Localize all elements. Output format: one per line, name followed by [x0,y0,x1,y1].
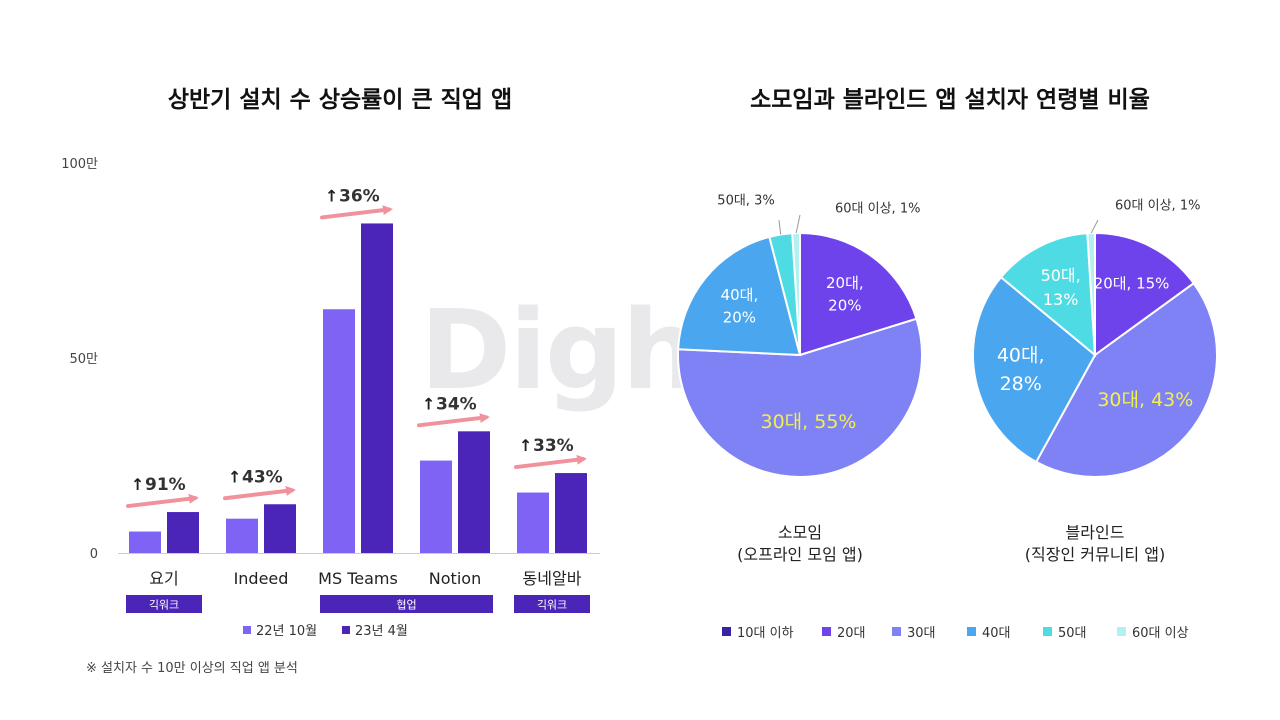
bar-22-10 [420,460,452,553]
pie-slice [791,231,801,356]
group-label-text: 협업 [396,599,416,612]
pie-subtitle: (오프라인 모임 앱) [737,545,863,564]
bar-23-04 [458,431,490,553]
pie-slice [799,231,918,357]
growth-arrow [514,454,587,470]
pie-legend-swatch [722,627,731,636]
bar-legend-swatch [342,626,350,634]
pie-legend-swatch [967,627,976,636]
growth-arrow [320,205,393,220]
pie-legend-label: 60대 이상 [1132,626,1189,641]
pie-legend-label: 50대 [1058,626,1087,641]
group-label-box [320,595,493,613]
bar-22-10 [129,531,161,553]
pie-slice-label: 40대, [721,286,759,304]
pie-legend-label: 40대 [982,626,1011,641]
pie-slice-label: 60대 이상, 1% [835,202,920,217]
pie-slice-label: 20대, 15% [1094,275,1170,293]
growth-arrow [126,493,199,509]
pie-slice-label: 30대, 43% [1097,389,1193,411]
pie-legend-swatch [1117,627,1126,636]
growth-arrow [223,485,296,501]
bar-22-10 [226,518,258,553]
pie-legend-label: 30대 [907,626,936,641]
pie-slice [999,232,1097,358]
pie-name: 블라인드 [1066,523,1125,542]
bar-legend-swatch [243,626,251,634]
pie-slice-label: 20% [723,308,756,326]
up-arrow-icon: ↑ [228,467,241,486]
pie-name: 소모임 [778,523,822,542]
growth-label: 36% [339,186,380,206]
up-arrow-icon: ↑ [325,186,338,205]
growth-label: 43% [242,467,283,487]
pie-slice [1086,231,1096,356]
bar-23-04 [361,223,393,553]
leader-line [795,214,801,234]
pie-slice-label: 28% [1000,373,1042,395]
leader-line [1090,219,1099,234]
growth-arrow [417,413,490,428]
group-label-text: 긱워크 [537,599,567,612]
footnote: ※ 설치자 수 10만 이상의 직업 앱 분석 [86,661,298,676]
up-arrow-icon: ↑ [519,436,532,455]
bar-legend-label: 23년 4월 [355,624,408,639]
group-label-box [514,595,590,613]
pie-slice-label: 30대, 55% [761,411,857,433]
bar-22-10 [323,309,355,553]
pie-slice-label: 60대 이상, 1% [1115,199,1200,214]
category-label: 동네알바 [523,569,582,588]
pie-slice [1094,231,1196,357]
category-label: MS Teams [318,569,398,588]
y-tick-label: 100만 [61,157,98,172]
growth-label: 34% [436,394,477,414]
pie-legend-label: 20대 [837,626,866,641]
pie-legend-swatch [1043,627,1052,636]
group-label-box [126,595,202,613]
pie-legend-swatch [822,627,831,636]
bar-chart-title: 상반기 설치 수 상승률이 큰 직업 앱 [167,87,513,113]
bar-23-04 [167,512,199,553]
pie-slice [677,235,802,357]
category-label: Indeed [234,569,289,588]
pie-slice-label: 40대, [997,345,1045,367]
leader-line [778,219,782,235]
pie-legend-label: 10대 이하 [737,626,794,641]
category-label: 요기 [149,569,178,588]
bar-legend-label: 22년 10월 [256,624,317,639]
bar-23-04 [264,504,296,553]
pie-chart-title: 소모임과 블라인드 앱 설치자 연령별 비율 [750,87,1150,113]
pie-subtitle: (직장인 커뮤니티 앱) [1025,545,1165,564]
bar-22-10 [517,492,549,553]
growth-label: 33% [533,436,574,456]
pie-slice-label: 50대, [1041,266,1081,285]
category-label: Notion [429,569,481,588]
group-label-text: 긱워크 [149,599,179,612]
y-tick-label: 50만 [69,352,98,367]
pie-slice [972,275,1097,464]
pie-slice-label: 20% [828,297,861,315]
pie-legend-swatch [892,627,901,636]
growth-label: 91% [145,475,186,495]
pie-slice [677,317,923,478]
pie-slice [1034,281,1218,478]
pie-slice-label: 50대, 3% [717,194,774,209]
up-arrow-icon: ↑ [422,394,435,413]
bar-23-04 [555,473,587,553]
y-tick-label: 0 [90,547,98,562]
pie-slice-label: 20대, [826,274,864,292]
pie-slice-label: 13% [1043,290,1079,309]
up-arrow-icon: ↑ [131,475,144,494]
